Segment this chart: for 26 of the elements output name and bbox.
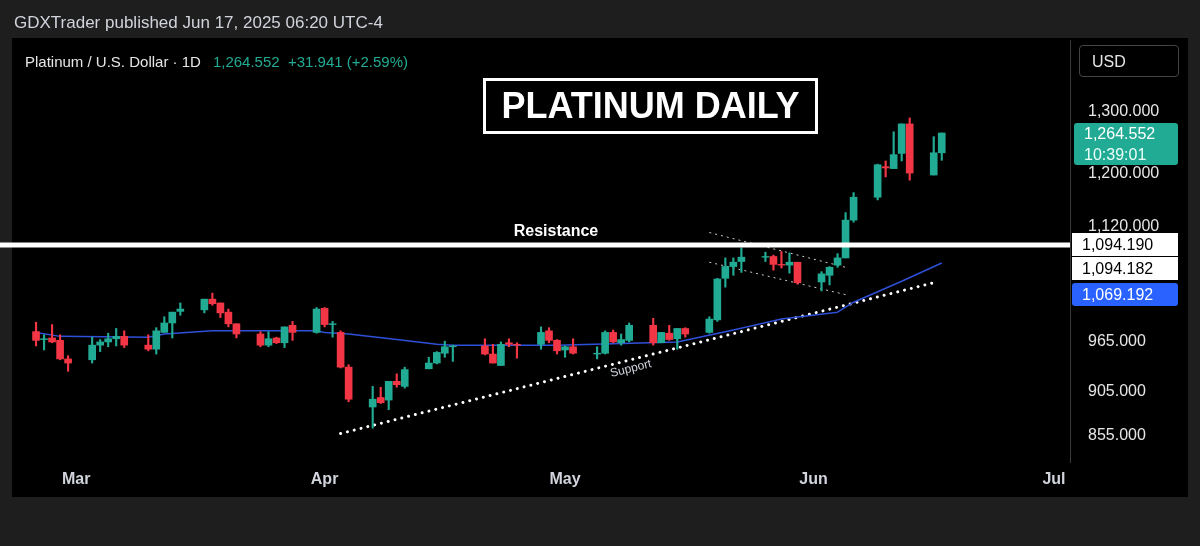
candlestick <box>40 334 48 351</box>
x-tick-label: Jun <box>799 470 828 488</box>
candlestick <box>328 321 337 338</box>
y-tick-label: 1,300.000 <box>1088 102 1160 120</box>
text: 1,264.552 +31.941 (+2.59%) <box>212 53 409 70</box>
x-tick-label: Mar <box>61 470 91 488</box>
y-tick-label: 965.000 <box>1088 332 1146 350</box>
text: 1,094.190 <box>1072 233 1178 256</box>
candlestick <box>657 332 666 344</box>
text: USD <box>1079 45 1179 77</box>
x-tick-label: Jul <box>1042 470 1066 488</box>
text: 1,264.552 <box>1074 123 1178 144</box>
ref-line-label: Resistance <box>513 222 599 240</box>
x-tick-label: May <box>549 470 581 488</box>
text: Platinum / U.S. Dollar · 1D <box>25 53 201 70</box>
y-tick-label: 1,120.000 <box>1088 217 1160 235</box>
y-tick-label: 1,200.000 <box>1088 164 1160 182</box>
text: 1,069.192 <box>1072 283 1178 306</box>
x-tick-label: Apr <box>310 470 339 488</box>
text: 1,094.182 <box>1072 257 1178 280</box>
text: 10:39:01 <box>1074 144 1178 165</box>
annotation: PLATINUM DAILY <box>483 78 818 134</box>
y-tick-label: 855.000 <box>1088 425 1146 443</box>
annotation: Support <box>608 356 653 380</box>
y-tick-label: 905.000 <box>1088 381 1146 399</box>
text: GDXTrader published Jun 17, 2025 06:20 UTC-4 <box>14 13 383 33</box>
